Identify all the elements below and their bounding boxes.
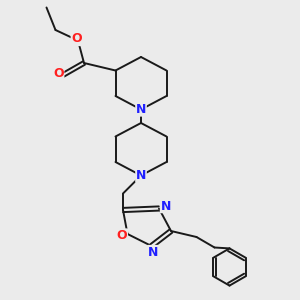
Text: N: N xyxy=(160,200,171,213)
Text: N: N xyxy=(136,103,146,116)
Text: O: O xyxy=(53,67,64,80)
Text: N: N xyxy=(136,169,146,182)
Text: O: O xyxy=(117,229,128,242)
Text: O: O xyxy=(71,32,82,46)
Text: N: N xyxy=(148,245,158,259)
